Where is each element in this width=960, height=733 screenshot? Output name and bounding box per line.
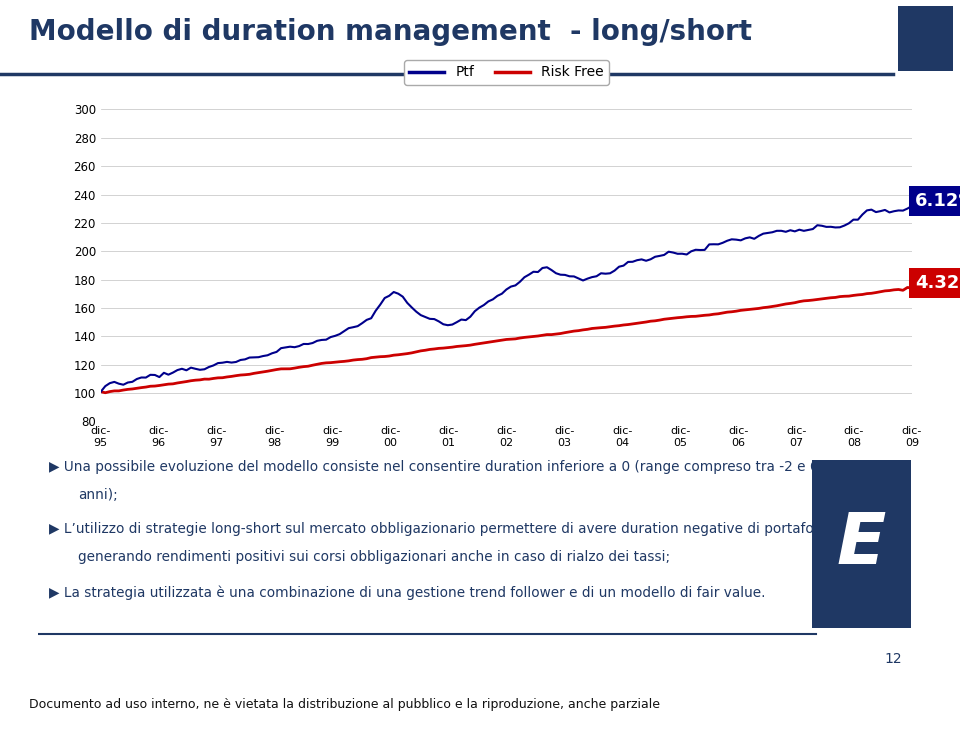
FancyBboxPatch shape <box>898 6 953 71</box>
Text: 3: 3 <box>915 23 936 51</box>
Text: ▶ La strategia utilizzata è una combinazione di una gestione trend follower e di: ▶ La strategia utilizzata è una combinaz… <box>49 586 765 600</box>
Text: E: E <box>837 509 886 579</box>
Legend: Ptf, Risk Free: Ptf, Risk Free <box>404 60 609 85</box>
FancyBboxPatch shape <box>812 460 911 628</box>
Text: 4.32%: 4.32% <box>915 274 960 292</box>
Text: 6.12%: 6.12% <box>915 192 960 210</box>
Text: generando rendimenti positivi sui corsi obbligazionari anche in caso di rialzo d: generando rendimenti positivi sui corsi … <box>78 550 670 564</box>
Text: 12: 12 <box>884 652 901 666</box>
Text: ▶ L’utilizzo di strategie long-short sul mercato obbligazionario permettere di a: ▶ L’utilizzo di strategie long-short sul… <box>49 522 843 536</box>
Text: Documento ad uso interno, ne è vietata la distribuzione al pubblico e la riprodu: Documento ad uso interno, ne è vietata l… <box>29 698 660 711</box>
Text: Modello di duration management  - long/short: Modello di duration management - long/sh… <box>29 18 752 46</box>
Text: ▶ Una possibile evoluzione del modello consiste nel consentire duration inferior: ▶ Una possibile evoluzione del modello c… <box>49 460 819 474</box>
Text: anni);: anni); <box>78 488 118 502</box>
Text: Perormance  MODELLO: Perormance MODELLO <box>52 195 61 329</box>
